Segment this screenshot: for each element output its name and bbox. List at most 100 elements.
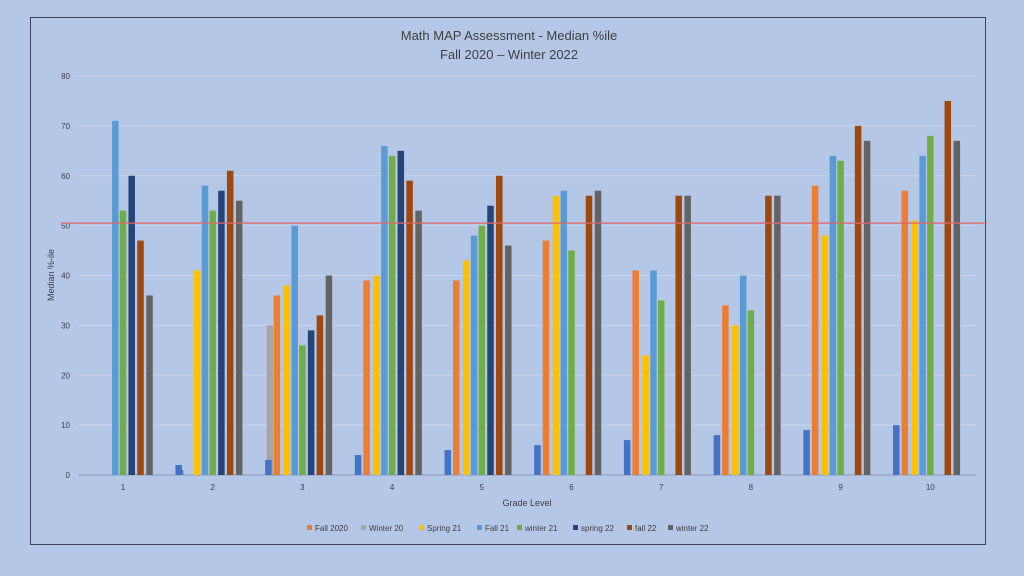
legend-label: Fall 21 [485,524,510,533]
bar [901,190,909,475]
chart-svg: Math MAP Assessment - Median %ile Fall 2… [46,28,987,533]
bar [291,225,298,475]
x-tick-label: 6 [569,483,574,492]
bar [496,175,503,475]
bar [684,195,691,475]
bar [487,205,494,476]
bar [944,100,952,475]
bar [406,180,413,476]
chart-title: Math MAP Assessment - Median %ile [401,28,618,43]
x-tick-label: 1 [121,483,126,492]
y-tick-label: 0 [66,471,71,480]
y-tick-label: 40 [61,272,70,281]
bar [829,155,837,476]
bar [388,155,396,476]
x-tick-label: 4 [390,483,395,492]
bar [774,195,781,475]
bar [803,430,810,475]
bar [854,125,862,475]
bar [594,190,602,475]
legend-label: fall 22 [635,524,657,533]
bar [722,305,729,475]
bar [811,185,819,475]
bar [266,325,274,475]
bar [265,460,272,475]
bar [137,240,144,475]
bar [299,345,306,475]
bar [534,445,541,475]
x-tick-label: 9 [838,483,843,492]
bar [732,325,739,475]
bar [316,315,324,475]
bar [325,275,333,475]
legend: Fall 2020 Winter 20 Spring 21 Fall 21 winter… [307,524,709,533]
legend-label: winter 22 [675,524,709,533]
x-tick-label: 7 [659,483,664,492]
bar [209,210,216,475]
y-tick-label: 20 [61,371,70,380]
bar [765,195,772,475]
y-tick-label: 50 [61,222,70,231]
y-axis-label: Median %-ile [46,249,56,301]
bar [919,155,926,476]
x-tick-label: 8 [749,483,754,492]
bar [354,455,362,475]
bar [193,270,201,475]
legend-label: Fall 2020 [315,524,348,533]
bar [505,245,512,475]
legend-label: Spring 21 [427,524,462,533]
legend-label: spring 22 [581,524,614,533]
bar [650,270,657,475]
bar [837,160,844,475]
bar [444,450,452,475]
bar [146,295,153,475]
bar [585,195,593,475]
bar [363,280,370,475]
bar [863,140,871,475]
y-tick-label: 70 [61,122,70,131]
bar [893,425,900,475]
legend-label: Winter 20 [369,524,404,533]
legend-swatch [307,525,312,530]
x-tick-label: 10 [926,483,935,492]
chart-subtitle: Fall 2020 – Winter 2022 [440,47,578,62]
bar [478,225,486,475]
bar [642,355,649,475]
legend-swatch [668,525,673,530]
bar [201,185,209,475]
x-tick-labels: 1 2 3 4 5 6 7 8 9 10 [121,483,936,492]
legend-swatch [477,525,482,530]
bar [175,465,182,475]
bar [226,170,234,475]
bar [927,135,934,475]
bar [415,210,422,475]
y-tick-label: 10 [61,421,70,430]
bar [463,260,470,475]
bar [112,120,119,475]
bar [747,310,755,475]
y-tick-label: 60 [61,172,70,181]
legend-swatch [627,525,632,530]
bar [568,250,575,475]
legend-swatch [517,525,522,530]
legend-swatch [419,525,424,530]
bar [453,280,460,475]
legend-swatch [573,525,578,530]
chart-frame: Math MAP Assessment - Median %ile Fall 2… [30,17,987,545]
bar [235,200,243,475]
bar [542,240,550,475]
bar [953,140,961,475]
bar [552,195,560,475]
y-tick-label: 80 [61,72,70,81]
x-axis-label: Grade Level [502,498,551,508]
bar [119,210,127,475]
bar [632,270,639,475]
bar [470,235,478,475]
bar [397,150,405,475]
legend-label: winter 21 [524,524,558,533]
bar [128,175,135,475]
x-tick-label: 3 [300,483,305,492]
bar [307,330,315,475]
bar [560,190,568,475]
bar [373,275,380,475]
